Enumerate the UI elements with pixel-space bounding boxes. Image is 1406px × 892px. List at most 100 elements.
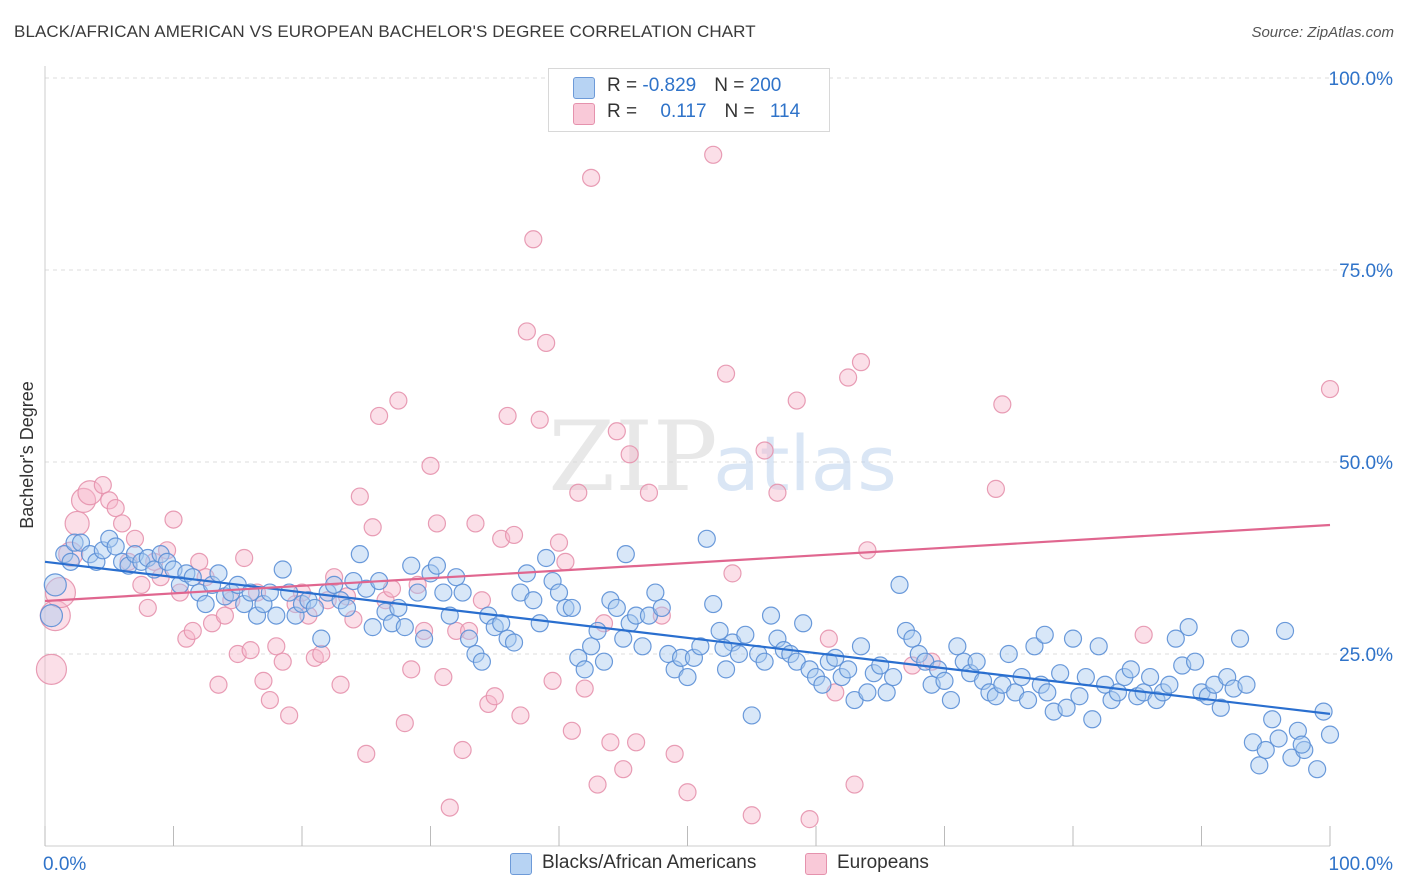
blacks-point bbox=[1035, 625, 1054, 644]
europeans-point bbox=[639, 483, 659, 502]
europeans-point bbox=[254, 671, 273, 690]
europeans-point bbox=[241, 641, 260, 660]
europeans-point bbox=[1134, 625, 1153, 644]
europeans-point bbox=[395, 714, 414, 733]
europeans-point bbox=[716, 364, 736, 383]
blacks-point bbox=[697, 529, 716, 548]
blacks-point bbox=[736, 625, 755, 644]
europeans-point bbox=[575, 679, 594, 698]
europeans-point bbox=[427, 514, 447, 533]
blacks-point bbox=[363, 618, 382, 637]
europeans-point bbox=[93, 475, 112, 495]
europeans-point bbox=[280, 706, 299, 725]
legend-r-label: R = bbox=[607, 101, 643, 122]
europeans-point bbox=[434, 667, 453, 687]
europeans-point bbox=[459, 621, 479, 641]
europeans-point bbox=[851, 353, 871, 372]
legend-n-value: 200 bbox=[749, 75, 782, 96]
blacks-point bbox=[935, 671, 954, 690]
europeans-point bbox=[190, 552, 209, 571]
blacks-point bbox=[999, 644, 1018, 664]
europeans-point bbox=[440, 798, 459, 817]
blacks-point bbox=[530, 614, 549, 633]
blacks-point bbox=[39, 603, 64, 628]
correlation-legend: R = -0.829 N = 200 R = 0.117 N = 114 bbox=[548, 68, 830, 132]
europeans-point bbox=[588, 775, 607, 794]
legend-n-value: 114 bbox=[769, 101, 801, 122]
blacks-point bbox=[1089, 637, 1108, 656]
watermark-atlas: atlas bbox=[713, 419, 897, 508]
blacks-point bbox=[1275, 621, 1295, 641]
europeans-point bbox=[517, 322, 536, 341]
europeans-point bbox=[845, 775, 864, 794]
blacks-point bbox=[350, 545, 369, 564]
blacks-point bbox=[106, 537, 125, 556]
bottom-legend-swatch-blue bbox=[510, 853, 532, 875]
europeans-point bbox=[742, 806, 761, 825]
legend-r-value: -0.829 bbox=[642, 75, 697, 96]
blacks-point bbox=[543, 571, 562, 591]
europeans-point bbox=[138, 598, 157, 618]
europeans-point bbox=[582, 168, 601, 187]
europeans-point bbox=[414, 621, 434, 641]
europeans-point bbox=[543, 671, 562, 690]
europeans-point bbox=[530, 410, 549, 429]
europeans-point bbox=[614, 760, 633, 779]
blacks-point bbox=[582, 637, 601, 656]
chart-title: BLACK/AFRICAN AMERICAN VS EUROPEAN BACHE… bbox=[14, 22, 756, 41]
europeans-point bbox=[112, 514, 132, 533]
europeans-point bbox=[665, 744, 684, 763]
europeans-point bbox=[549, 533, 569, 552]
blacks-point bbox=[453, 583, 472, 602]
blacks-point bbox=[1256, 740, 1275, 760]
blacks-point bbox=[851, 637, 871, 656]
blacks-point bbox=[254, 594, 273, 614]
blacks-point bbox=[684, 648, 704, 667]
blacks-point bbox=[1121, 660, 1140, 679]
blacks-point bbox=[1018, 690, 1038, 710]
europeans-point bbox=[35, 653, 68, 685]
blacks-point bbox=[704, 594, 723, 614]
blacks-point bbox=[877, 683, 896, 702]
europeans-point bbox=[132, 575, 151, 594]
blacks-trend-line bbox=[44, 560, 1331, 715]
europeans-point bbox=[402, 660, 421, 679]
legend-r-value: 0.117 bbox=[660, 101, 707, 122]
europeans-point bbox=[768, 483, 787, 502]
legend-n-label: N = bbox=[724, 101, 760, 122]
blacks-point bbox=[575, 660, 594, 679]
blacks-point bbox=[903, 629, 922, 648]
europeans-point bbox=[678, 783, 697, 802]
blacks-point bbox=[890, 575, 909, 594]
y-tick-label: 25.0% bbox=[1339, 645, 1393, 666]
europeans-point bbox=[556, 552, 575, 571]
europeans-point bbox=[106, 498, 125, 518]
blacks-point bbox=[504, 633, 524, 652]
blacks-point bbox=[941, 690, 961, 710]
blacks-point bbox=[247, 606, 267, 625]
europeans-point bbox=[421, 456, 440, 475]
blacks-point bbox=[1140, 667, 1160, 687]
europeans-point bbox=[787, 391, 806, 410]
europeans-point bbox=[260, 690, 279, 710]
blacks-point bbox=[1269, 729, 1288, 748]
blacks-point bbox=[594, 652, 614, 671]
blacks-point bbox=[1057, 698, 1076, 717]
y-tick-label: 50.0% bbox=[1339, 453, 1393, 474]
blacks-point bbox=[312, 629, 331, 648]
blacks-point bbox=[1230, 629, 1250, 648]
europeans-point bbox=[58, 541, 84, 567]
blacks-point bbox=[729, 644, 749, 664]
blacks-point bbox=[1218, 667, 1237, 687]
europeans-point bbox=[350, 487, 369, 506]
blacks-point bbox=[858, 683, 877, 702]
bottom-legend-swatch-pink bbox=[805, 853, 827, 875]
blacks-point bbox=[267, 606, 286, 625]
europeans-point bbox=[389, 391, 408, 410]
bottom-legend-label: Europeans bbox=[837, 852, 929, 873]
blacks-point bbox=[761, 606, 781, 625]
axes bbox=[44, 66, 1331, 847]
blacks-point bbox=[61, 552, 80, 571]
blacks-point bbox=[652, 598, 671, 618]
blacks-point bbox=[826, 648, 845, 667]
